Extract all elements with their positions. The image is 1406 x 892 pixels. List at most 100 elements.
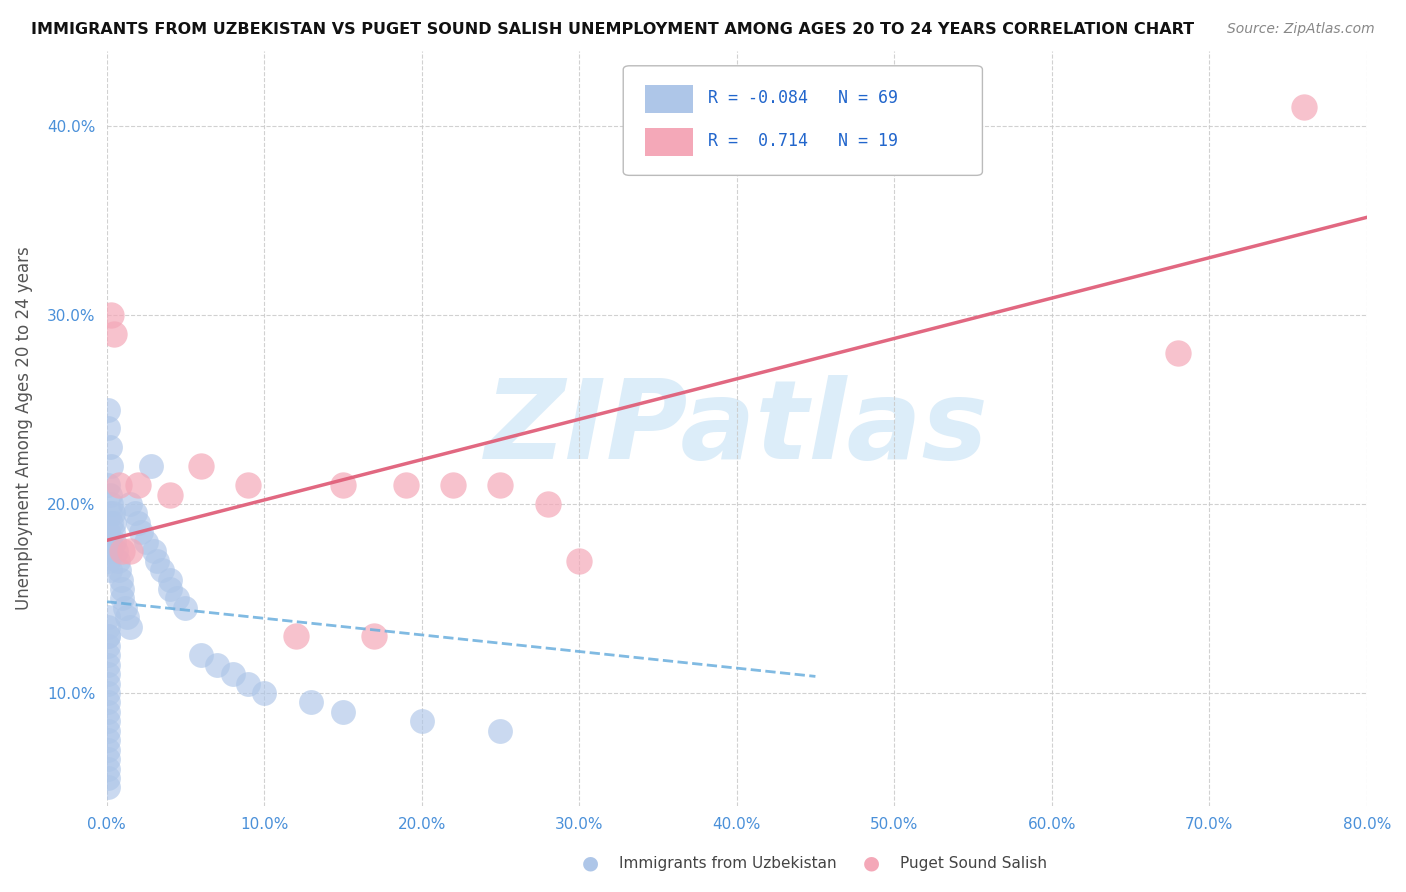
Point (98, 534, 121, 549)
Point (129, 525, 152, 540)
Text: IMMIGRANTS FROM UZBEKISTAN VS PUGET SOUND SALISH UNEMPLOYMENT AMONG AGES 20 TO 2: IMMIGRANTS FROM UZBEKISTAN VS PUGET SOUN… (31, 22, 1194, 37)
Point (120, 620, 142, 634)
Point (159, 582, 181, 596)
Point (97, 478, 120, 492)
Point (159, 487, 181, 501)
Point (100, 497, 122, 511)
Point (108, 478, 131, 492)
Point (489, 723, 512, 738)
Point (107, 554, 129, 568)
Point (97, 723, 120, 738)
Point (568, 554, 591, 568)
Point (97, 695, 120, 709)
Text: Source: ZipAtlas.com: Source: ZipAtlas.com (1227, 22, 1375, 37)
Point (395, 478, 418, 492)
Point (100, 516, 122, 530)
Point (238, 676, 260, 690)
Point (98, 507, 121, 521)
Point (411, 714, 433, 729)
Point (97, 657, 120, 672)
Point (120, 544, 142, 558)
Point (97, 610, 120, 624)
Point (97, 771, 120, 785)
Point (536, 497, 558, 511)
Point (1167, 346, 1189, 360)
Point (98, 441, 121, 455)
Point (111, 544, 134, 558)
Point (100, 308, 122, 322)
Point (111, 591, 134, 606)
Bar (645, 85, 693, 113)
Point (104, 544, 127, 558)
Point (142, 544, 165, 558)
Point (97, 421, 120, 435)
Point (97, 620, 120, 634)
Text: ZIPatlas: ZIPatlas (485, 375, 988, 482)
Point (101, 525, 124, 540)
Point (238, 478, 260, 492)
Point (97, 676, 120, 690)
Point (97, 648, 120, 662)
Point (159, 573, 181, 587)
Point (489, 478, 512, 492)
Point (441, 478, 464, 492)
Point (115, 610, 138, 624)
FancyBboxPatch shape (623, 66, 983, 176)
Point (127, 478, 149, 492)
Point (284, 629, 307, 643)
Text: R =  0.714   N = 19: R = 0.714 N = 19 (707, 132, 897, 151)
Text: Immigrants from Uzbekistan: Immigrants from Uzbekistan (619, 856, 837, 871)
Point (1292, 100, 1315, 114)
Point (97, 525, 120, 540)
Point (174, 601, 197, 615)
Point (98, 487, 121, 501)
Point (103, 516, 125, 530)
Point (111, 582, 134, 596)
Point (135, 534, 157, 549)
Text: R = -0.084   N = 69: R = -0.084 N = 69 (707, 89, 897, 107)
Point (100, 459, 122, 474)
Point (100, 544, 122, 558)
Point (97, 714, 120, 729)
Point (114, 601, 136, 615)
Point (97, 402, 120, 417)
Point (299, 695, 322, 709)
Point (97, 752, 120, 766)
Point (97, 742, 120, 756)
Point (97, 629, 120, 643)
Point (124, 507, 146, 521)
Point (332, 705, 354, 719)
Point (108, 563, 131, 577)
Point (253, 686, 276, 700)
Point (98, 563, 121, 577)
Point (190, 459, 212, 474)
Point (103, 326, 125, 341)
Point (97, 554, 120, 568)
Point (97, 686, 120, 700)
Text: ●: ● (863, 854, 880, 873)
Text: Puget Sound Salish: Puget Sound Salish (900, 856, 1047, 871)
Y-axis label: Unemployment Among Ages 20 to 24 years: Unemployment Among Ages 20 to 24 years (15, 246, 32, 610)
Point (97, 667, 120, 681)
Point (127, 516, 149, 530)
Point (139, 459, 162, 474)
Point (97, 629, 120, 643)
Point (363, 629, 385, 643)
Bar (645, 128, 693, 156)
Point (103, 534, 125, 549)
Point (97, 705, 120, 719)
Point (97, 639, 120, 653)
Text: ●: ● (582, 854, 599, 873)
Point (101, 507, 124, 521)
Point (166, 591, 188, 606)
Point (146, 554, 169, 568)
Point (150, 563, 173, 577)
Point (221, 667, 243, 681)
Point (97, 780, 120, 795)
Point (120, 497, 142, 511)
Point (332, 478, 354, 492)
Point (97, 762, 120, 776)
Point (97, 733, 120, 747)
Point (205, 657, 228, 672)
Point (110, 573, 132, 587)
